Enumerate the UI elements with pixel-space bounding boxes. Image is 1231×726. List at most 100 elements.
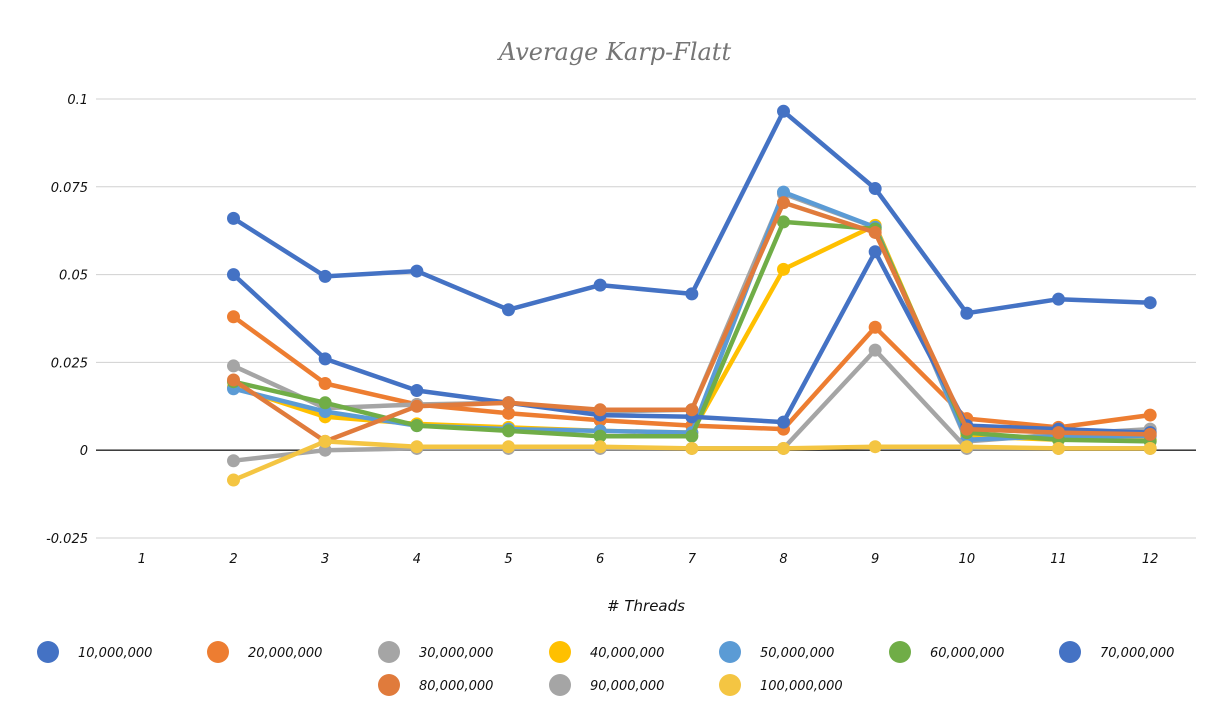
legend-item: 80,000,000	[378, 674, 493, 696]
series-80000000	[227, 196, 1157, 448]
data-point	[777, 104, 790, 118]
data-point	[1052, 441, 1065, 455]
legend-marker	[719, 674, 741, 696]
data-point	[410, 440, 424, 454]
data-point	[685, 441, 699, 455]
data-point	[318, 396, 332, 410]
y-tick-label: -0.025	[46, 532, 88, 547]
legend-item: 40,000,000	[549, 641, 664, 663]
legend-label: 90,000,000	[590, 679, 664, 694]
x-tick-label: 7	[688, 552, 697, 567]
data-point	[868, 320, 882, 334]
legend-marker	[37, 641, 59, 663]
legend-item: 10,000,000	[37, 641, 152, 663]
legend-label: 40,000,000	[590, 646, 664, 661]
legend-item: 90,000,000	[549, 674, 664, 696]
legend-marker	[207, 641, 229, 663]
x-axis-title: # Threads	[607, 597, 685, 615]
legend-marker	[549, 674, 571, 696]
legend-marker	[719, 641, 741, 663]
data-point	[318, 434, 332, 448]
data-point	[1052, 426, 1065, 440]
legend-label: 60,000,000	[930, 646, 1004, 661]
legend-label: 100,000,000	[760, 679, 843, 694]
gridlines	[96, 98, 1196, 539]
data-point	[960, 422, 974, 436]
data-point	[777, 196, 790, 210]
data-point	[593, 429, 607, 443]
data-point	[685, 403, 699, 417]
legend-item: 70,000,000	[1059, 641, 1174, 663]
data-point	[1052, 292, 1065, 306]
data-point	[227, 310, 240, 324]
data-point	[868, 245, 882, 259]
legend-marker	[1059, 641, 1081, 663]
data-point	[410, 399, 424, 413]
x-tick-label: 2	[229, 552, 237, 567]
y-tick-label: 0.1	[67, 93, 88, 108]
data-point	[227, 268, 240, 282]
series-line	[231, 109, 1153, 316]
y-tick-label: 0.05	[59, 269, 88, 284]
data-point	[960, 440, 974, 454]
y-tick-label: 0	[80, 444, 88, 459]
data-point	[685, 429, 699, 443]
data-point	[1143, 441, 1157, 455]
x-tick-label: 5	[504, 552, 512, 567]
legend-label: 20,000,000	[248, 646, 322, 661]
plot-area	[227, 104, 1157, 487]
y-axis: -0.025 0 0.025 0.05 0.075 0.1	[46, 93, 88, 547]
x-tick-label: 9	[871, 552, 879, 567]
data-point	[502, 396, 515, 410]
data-point	[685, 287, 699, 301]
legend: 10,000,000 20,000,000 30,000,000 40,000,000…	[37, 641, 1174, 696]
x-tick-label: 4	[413, 552, 421, 567]
data-point	[777, 262, 790, 276]
series-10000000	[227, 104, 1157, 320]
data-point	[593, 278, 607, 292]
data-point	[593, 403, 607, 417]
data-point	[777, 415, 790, 429]
series-100000000	[227, 434, 1157, 487]
legend-label: 50,000,000	[760, 646, 834, 661]
data-point	[410, 383, 424, 397]
x-tick-label: 3	[321, 552, 329, 567]
legend-item: 50,000,000	[719, 641, 834, 663]
x-tick-label: 10	[959, 552, 976, 567]
data-point	[502, 424, 515, 438]
x-tick-label: 12	[1142, 552, 1159, 567]
data-point	[227, 359, 240, 373]
data-point	[227, 454, 240, 468]
legend-marker	[378, 641, 400, 663]
legend-marker	[889, 641, 911, 663]
x-tick-label: 11	[1050, 552, 1067, 567]
data-point	[777, 185, 790, 199]
data-point	[868, 343, 882, 357]
data-point	[868, 440, 882, 454]
data-point	[227, 211, 240, 225]
data-point	[318, 269, 332, 283]
data-point	[318, 352, 332, 366]
data-point	[227, 473, 240, 487]
data-point	[410, 419, 424, 433]
series-line	[231, 189, 1153, 442]
data-point	[868, 225, 882, 239]
y-tick-label: 0.025	[51, 356, 88, 371]
data-point	[1143, 408, 1157, 422]
data-point	[960, 306, 974, 320]
x-tick-label: 1	[138, 552, 146, 567]
x-tick-label: 8	[779, 552, 787, 567]
data-point	[1143, 296, 1157, 310]
legend-item: 100,000,000	[719, 674, 843, 696]
data-point	[777, 215, 790, 229]
legend-label: 70,000,000	[1100, 646, 1174, 661]
data-point	[502, 303, 515, 317]
data-point	[318, 376, 332, 390]
legend-marker	[378, 674, 400, 696]
data-point	[410, 264, 424, 278]
data-point	[868, 182, 882, 196]
legend-label: 30,000,000	[419, 646, 493, 661]
legend-label: 80,000,000	[419, 679, 493, 694]
x-tick-label: 6	[596, 552, 604, 567]
